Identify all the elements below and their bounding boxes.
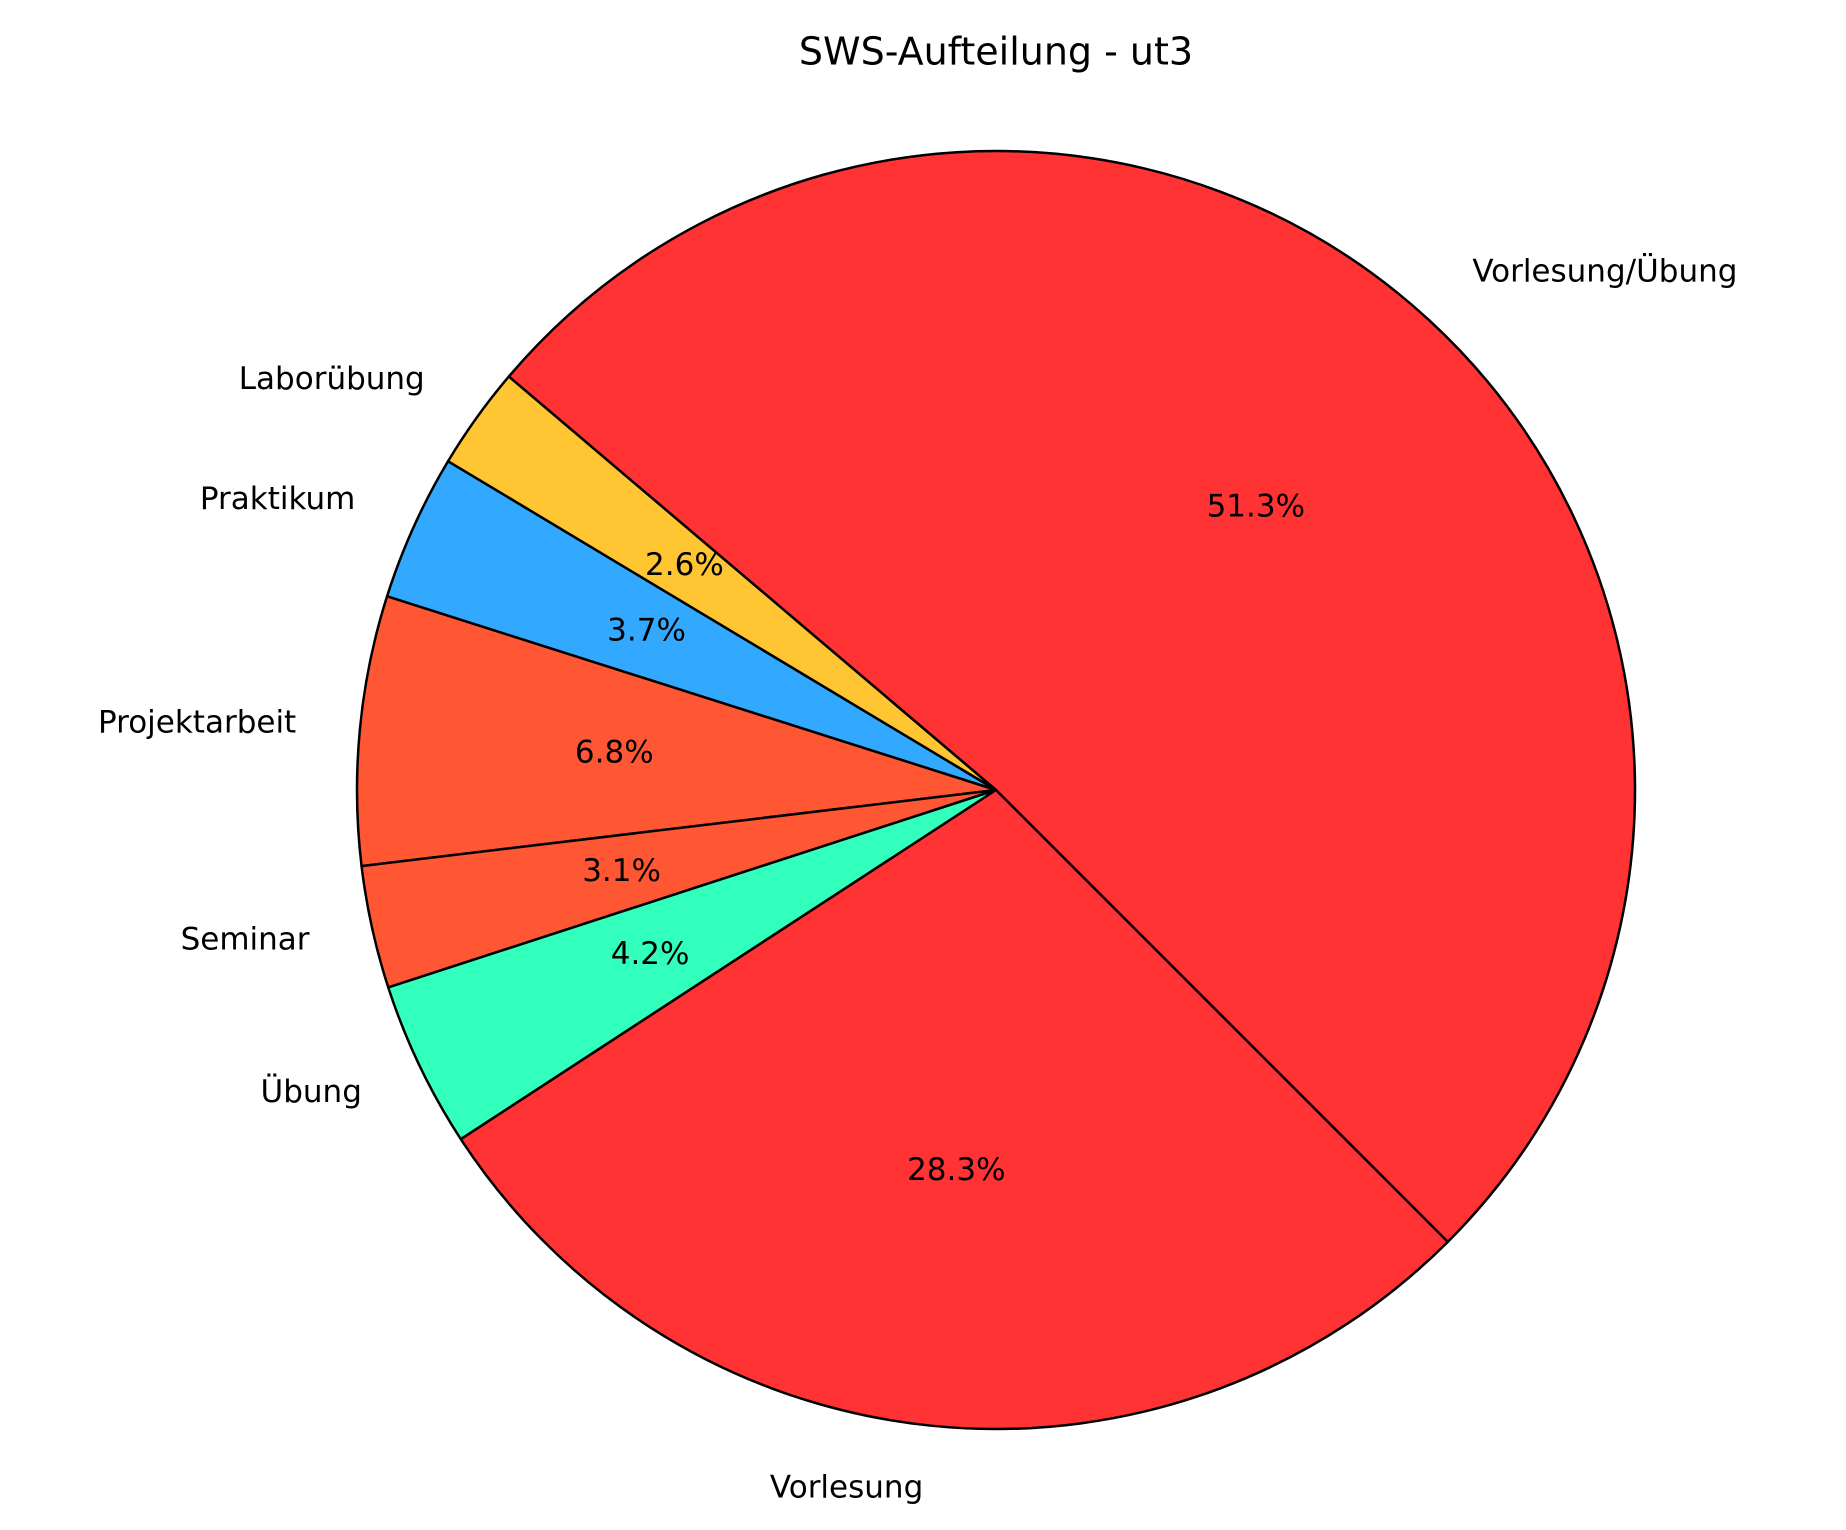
- percent-label: 28.3%: [907, 1152, 1005, 1188]
- category-label: Vorlesung: [770, 1470, 923, 1506]
- pie-slice: [459, 788, 1450, 1431]
- chart-title: SWS-Aufteilung - ut3: [799, 30, 1193, 74]
- category-label: Laborübung: [239, 361, 425, 397]
- percent-label: 3.7%: [607, 613, 686, 649]
- category-label: Projektarbeit: [98, 704, 296, 740]
- category-label: Übung: [261, 1073, 362, 1110]
- category-label: Seminar: [181, 922, 310, 958]
- percent-label: 6.8%: [575, 734, 654, 770]
- percent-label: 51.3%: [1207, 489, 1305, 525]
- percent-label: 4.2%: [611, 936, 690, 972]
- pie-slice: [355, 595, 998, 868]
- category-label: Praktikum: [200, 481, 355, 517]
- pie-slice: [507, 149, 1637, 1244]
- percent-label: 2.6%: [645, 547, 724, 583]
- percent-label: 3.1%: [582, 853, 661, 889]
- category-label: Vorlesung/Übung: [1472, 253, 1737, 290]
- pie-slice: [387, 788, 998, 1141]
